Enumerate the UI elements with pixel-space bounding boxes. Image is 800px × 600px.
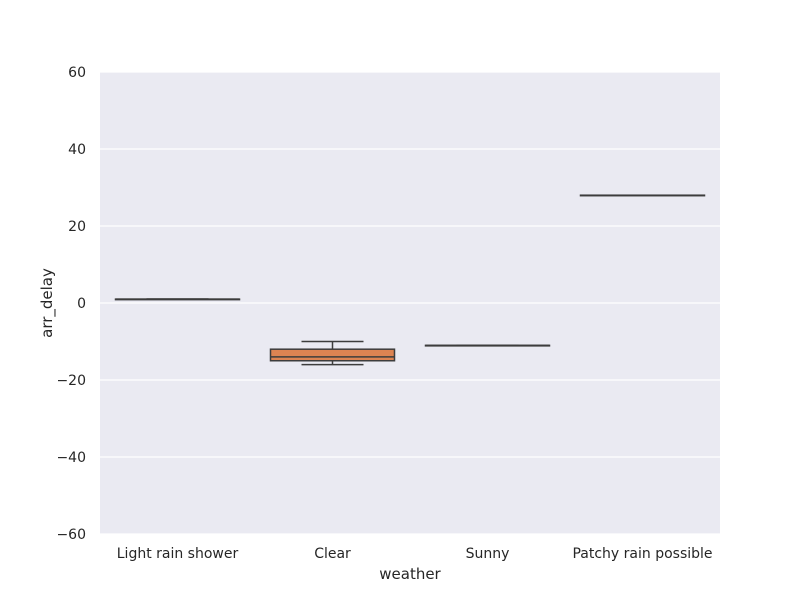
y-tick-label: 60 <box>68 65 86 81</box>
x-axis-ticks: Light rain shower Clear Sunny Patchy rain p… <box>117 546 713 562</box>
box-1 <box>114 298 241 301</box>
y-tick-label: −20 <box>56 373 86 389</box>
y-tick-label: −40 <box>56 450 86 466</box>
y-axis-ticks: −60 −40 −20 0 20 40 60 <box>56 65 86 543</box>
x-tick-label: Light rain shower <box>117 546 239 562</box>
box-3 <box>424 344 551 347</box>
x-tick-label: Clear <box>314 546 351 562</box>
x-tick-label: Sunny <box>466 546 510 562</box>
box-4 <box>579 194 706 197</box>
y-tick-label: 40 <box>68 142 86 158</box>
y-tick-label: 0 <box>77 296 86 312</box>
x-tick-label: Patchy rain possible <box>572 546 712 562</box>
box-body <box>269 348 396 362</box>
grid-lines <box>100 71 720 535</box>
y-axis-label: arr_delay <box>38 268 57 338</box>
y-tick-label: 20 <box>68 219 86 235</box>
y-tick-label: −60 <box>56 527 86 543</box>
box-series <box>114 194 706 366</box>
box-2 <box>269 340 396 366</box>
x-axis-label: weather <box>379 565 441 583</box>
